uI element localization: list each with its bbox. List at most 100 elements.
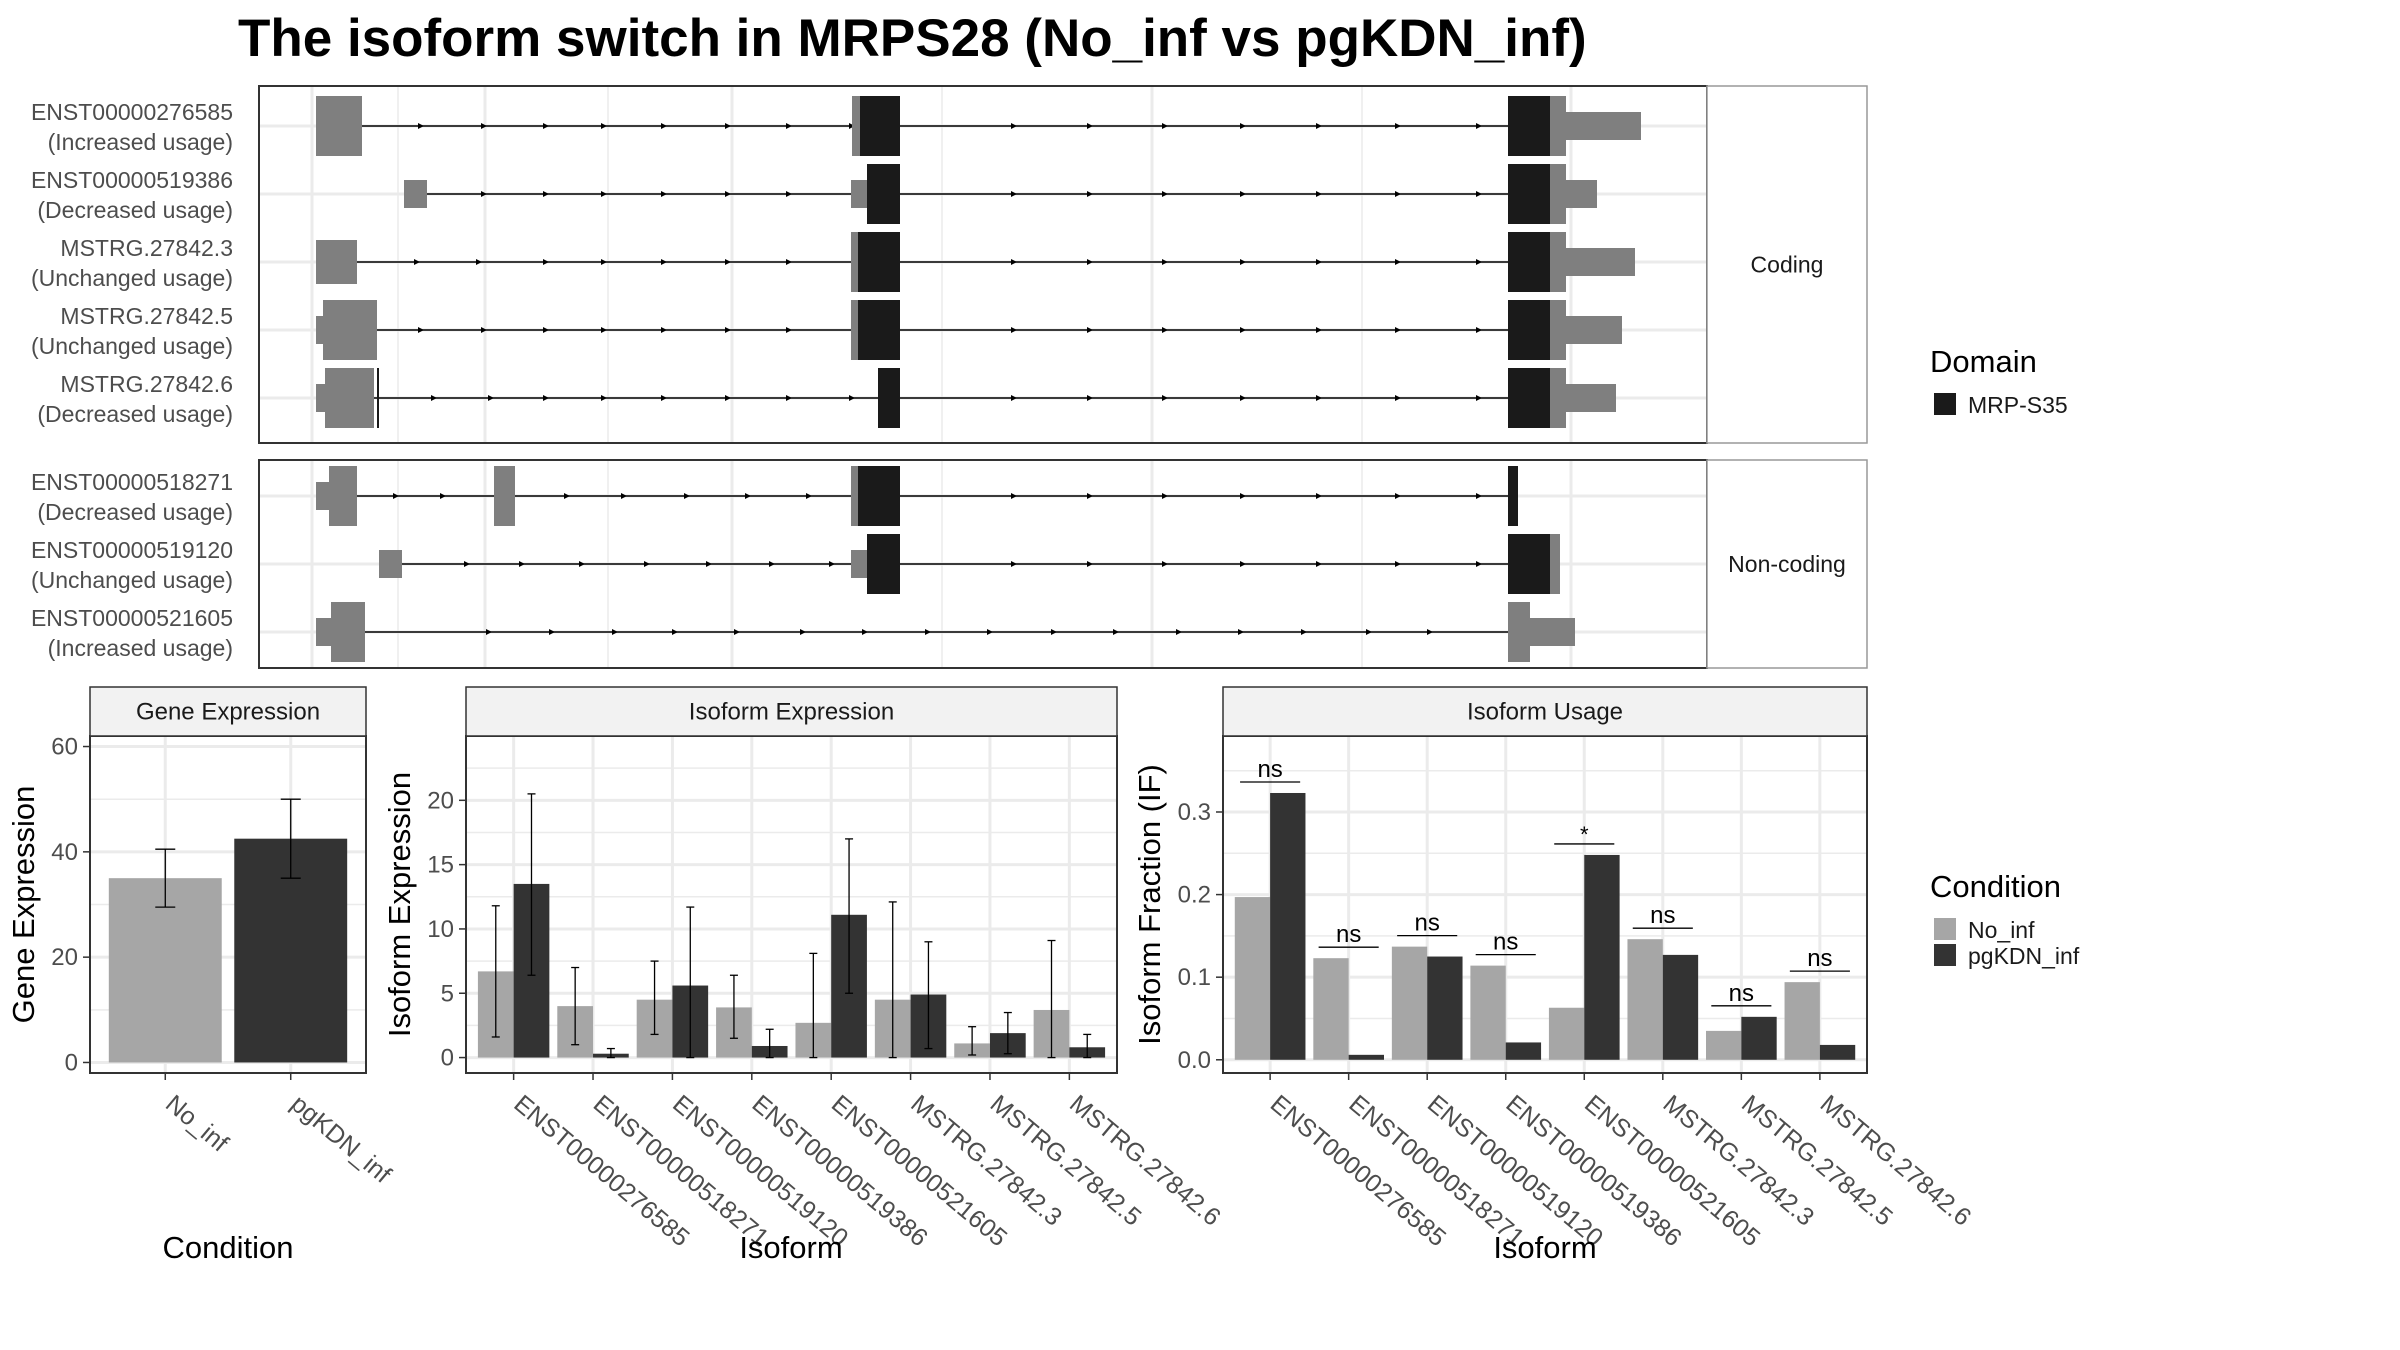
intron-arrow xyxy=(414,259,420,265)
condition-legend-key-pgkdn-inf xyxy=(1934,944,1956,966)
y-tick-label: 5 xyxy=(441,980,454,1007)
condition-legend-title: Condition xyxy=(1930,869,2061,904)
domain-exon xyxy=(1508,164,1550,224)
intron-arrow xyxy=(1162,123,1168,129)
intron-arrow xyxy=(1316,395,1322,401)
intron-arrow xyxy=(734,629,740,635)
facet-strip-non-coding xyxy=(1706,459,1868,669)
utr-exon xyxy=(851,232,858,292)
intron-arrow xyxy=(644,561,650,567)
intron-arrow xyxy=(1476,561,1482,567)
y-tick-label: 40 xyxy=(51,839,78,866)
intron-arrow xyxy=(1395,493,1401,499)
intron-arrow xyxy=(1011,191,1017,197)
significance-label: ns xyxy=(1257,756,1282,783)
intron-arrow xyxy=(543,191,549,197)
intron-arrow xyxy=(1316,123,1322,129)
bar-no-inf-enst00000519120 xyxy=(1391,946,1428,1060)
intron-arrow xyxy=(418,123,424,129)
intron-arrow xyxy=(1238,629,1244,635)
intron-arrow xyxy=(601,395,607,401)
intron-arrow xyxy=(601,259,607,265)
intron-arrow xyxy=(1240,259,1246,265)
y-tick-label: 0.1 xyxy=(1178,964,1211,991)
intron-arrow xyxy=(1316,561,1322,567)
bar-pgkdn-inf-mstrg-27842-3 xyxy=(1662,954,1699,1060)
intron-arrow xyxy=(725,327,731,333)
intron-arrow xyxy=(786,327,792,333)
utr-exon xyxy=(325,368,374,428)
intron-arrow xyxy=(1011,123,1017,129)
intron-arrow xyxy=(601,191,607,197)
condition-legend-label-pgkdn-inf: pgKDN_inf xyxy=(1968,943,2080,969)
intron-arrow xyxy=(481,123,487,129)
chart-title: Isoform Expression xyxy=(689,699,894,726)
utr-exon xyxy=(1550,232,1566,292)
utr-exon xyxy=(1566,316,1622,344)
utr-exon xyxy=(316,482,329,510)
utr-exon xyxy=(316,618,331,646)
facet-strip xyxy=(1222,686,1868,737)
bar-pgkdn-inf-mstrg-27842-5 xyxy=(1741,1016,1777,1060)
isoform-usage-label: (Unchanged usage) xyxy=(31,333,233,359)
intron-arrow xyxy=(1240,191,1246,197)
intron-arrow xyxy=(1087,395,1093,401)
chart-title: Isoform Usage xyxy=(1467,699,1623,726)
intron-arrow xyxy=(1113,629,1119,635)
intron-arrow xyxy=(1176,629,1182,635)
intron-arrow xyxy=(1316,191,1322,197)
intron-arrow xyxy=(1316,493,1322,499)
domain-exon xyxy=(1508,368,1550,428)
isoform-label-enst00000521605: ENST00000521605 xyxy=(31,605,233,631)
intron-arrow xyxy=(1162,395,1168,401)
transcript-panel-coding xyxy=(259,86,1707,443)
domain-legend-key xyxy=(1934,393,1956,415)
intron-arrow xyxy=(543,259,549,265)
intron-arrow xyxy=(1476,191,1482,197)
y-tick-label: 0 xyxy=(441,1045,454,1072)
y-tick-label: 20 xyxy=(427,787,454,814)
domain-exon xyxy=(1508,232,1550,292)
utr-exon xyxy=(404,180,427,208)
utr-exon xyxy=(1550,164,1566,224)
bar-pgkdn-inf-enst00000276585 xyxy=(1270,792,1306,1060)
y-axis-title: Isoform Fraction (IF) xyxy=(1132,764,1167,1045)
intron-arrow xyxy=(800,629,806,635)
facet-strip xyxy=(465,686,1118,737)
intron-arrow xyxy=(1395,395,1401,401)
intron-arrow xyxy=(1011,395,1017,401)
domain-legend-title: Domain xyxy=(1930,344,2037,379)
intron-arrow xyxy=(849,395,855,401)
isoform-usage-label: (Unchanged usage) xyxy=(31,567,233,593)
utr-exon xyxy=(1566,180,1597,208)
utr-exon xyxy=(379,550,402,578)
intron-arrow xyxy=(418,327,424,333)
isoform-label-mstrg-27842-6: MSTRG.27842.6 xyxy=(60,371,233,397)
utr-exon xyxy=(1550,300,1566,360)
domain-exon xyxy=(1508,96,1550,156)
intron-arrow xyxy=(1427,629,1433,635)
utr-exon xyxy=(851,466,858,526)
isoform-label-enst00000518271: ENST00000518271 xyxy=(31,469,233,495)
intron-arrow xyxy=(672,629,678,635)
intron-arrow xyxy=(786,395,792,401)
intron-arrow xyxy=(1011,493,1017,499)
isoform-label-enst00000276585: ENST00000276585 xyxy=(31,99,233,125)
y-tick-label: 60 xyxy=(51,734,78,761)
bar-no-inf-mstrg-27842-6 xyxy=(1784,982,1820,1060)
x-category-label: pgKDN_inf xyxy=(286,1090,397,1189)
utr-exon xyxy=(1550,534,1560,594)
intron-arrow xyxy=(476,259,482,265)
intron-arrow xyxy=(661,327,667,333)
intron-arrow xyxy=(1395,123,1401,129)
domain-exon xyxy=(858,466,900,526)
intron-arrow xyxy=(621,493,627,499)
intron-arrow xyxy=(481,191,487,197)
intron-arrow xyxy=(519,561,525,567)
intron-arrow xyxy=(1395,561,1401,567)
intron-arrow xyxy=(543,395,549,401)
intron-arrow xyxy=(1366,629,1372,635)
intron-arrow xyxy=(1162,493,1168,499)
